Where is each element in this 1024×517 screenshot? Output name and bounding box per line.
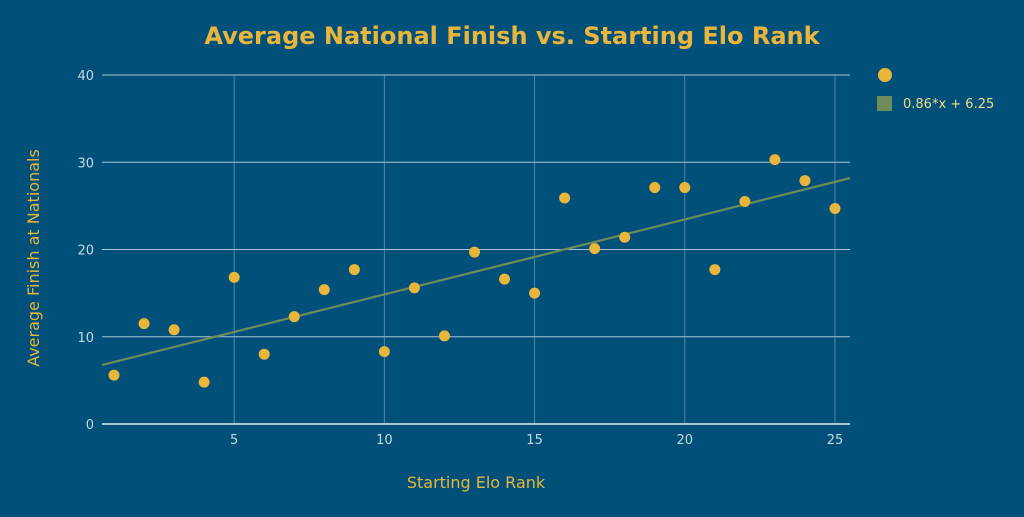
y-tick-label: 30 <box>77 156 94 171</box>
data-point[interactable] <box>168 324 180 336</box>
points-layer <box>108 154 841 388</box>
y-tick-label: 40 <box>77 69 94 84</box>
data-point[interactable] <box>829 202 841 214</box>
data-point[interactable] <box>198 376 210 388</box>
grid <box>102 74 850 425</box>
legend[interactable]: 0.86*x + 6.25 <box>877 68 994 112</box>
data-point[interactable] <box>318 284 330 296</box>
data-point[interactable] <box>709 264 721 276</box>
data-point[interactable] <box>438 330 450 342</box>
x-tick-label: 10 <box>376 433 393 448</box>
legend-label-trendline: 0.86*x + 6.25 <box>903 97 994 112</box>
x-tick-label: 15 <box>526 433 543 448</box>
x-tick-label: 5 <box>230 433 238 448</box>
x-axis-title: Starting Elo Rank <box>407 473 546 492</box>
chart-title: Average National Finish vs. Starting Elo… <box>204 22 820 50</box>
data-point[interactable] <box>649 182 661 194</box>
data-point[interactable] <box>228 271 240 283</box>
data-point[interactable] <box>108 369 120 381</box>
data-point[interactable] <box>138 318 150 330</box>
data-point[interactable] <box>499 273 511 285</box>
data-point[interactable] <box>468 246 480 258</box>
y-axis-ticks: 0 10 20 30 40 <box>77 69 94 433</box>
legend-marker-points[interactable] <box>878 68 892 82</box>
data-point[interactable] <box>799 175 811 187</box>
y-axis-title: Average Finish at Nationals <box>24 149 43 367</box>
data-point[interactable] <box>559 192 571 204</box>
data-point[interactable] <box>288 311 300 323</box>
data-point[interactable] <box>589 243 601 255</box>
data-point[interactable] <box>408 282 420 294</box>
data-point[interactable] <box>739 196 751 208</box>
trendline <box>101 177 851 367</box>
y-tick-label: 10 <box>77 331 94 346</box>
trendline-layer <box>101 177 851 367</box>
x-tick-label: 20 <box>677 433 694 448</box>
data-point[interactable] <box>378 346 390 358</box>
data-point[interactable] <box>679 182 691 194</box>
data-point[interactable] <box>258 348 270 360</box>
y-tick-label: 20 <box>77 244 94 259</box>
x-tick-label: 25 <box>827 433 844 448</box>
legend-swatch-trendline[interactable] <box>877 96 892 111</box>
data-point[interactable] <box>348 264 360 276</box>
y-tick-label: 0 <box>86 418 94 433</box>
data-point[interactable] <box>619 231 631 243</box>
data-point[interactable] <box>529 287 541 299</box>
data-point[interactable] <box>769 154 781 166</box>
x-axis-ticks: 5 10 15 20 25 <box>230 433 843 448</box>
